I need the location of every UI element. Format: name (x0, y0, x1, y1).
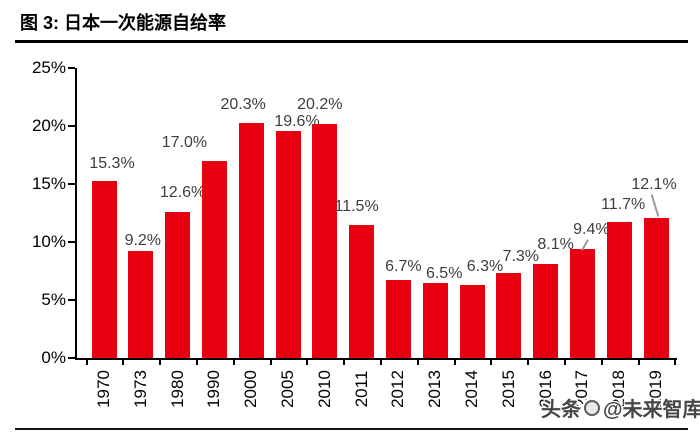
x-axis-label-2011: 2011 (351, 363, 371, 415)
x-axis-label-text: 2013 (425, 370, 445, 408)
x-axis-label-1990: 1990 (204, 363, 224, 415)
bar-2015 (496, 273, 522, 358)
x-tick (269, 360, 272, 365)
bar-label-2010: 20.2% (297, 95, 343, 113)
bar-label-1973: 9.2% (124, 232, 162, 250)
y-axis-label-25: 25% (31, 58, 66, 77)
bar-label-1970: 15.3% (89, 154, 135, 172)
x-axis-label-2000: 2000 (241, 363, 261, 415)
y-tick (68, 125, 75, 127)
x-tick (453, 360, 456, 365)
bar-2017 (569, 248, 595, 358)
y-tick (68, 241, 75, 243)
bar-label-2015: 7.3% (502, 248, 540, 266)
bar-label-1990: 17.0% (161, 133, 208, 151)
x-axis-label-text: 1990 (204, 370, 224, 408)
x-axis-line (75, 358, 677, 360)
x-tick (600, 360, 603, 365)
x-axis-label-2015: 2015 (498, 363, 518, 415)
bottom-rule (15, 428, 688, 430)
x-axis-label-text: 1980 (167, 370, 187, 408)
x-tick (85, 360, 88, 365)
x-axis-label-2014: 2014 (462, 363, 481, 415)
x-axis-label-2012: 2012 (388, 363, 408, 415)
x-tick (343, 360, 346, 365)
bar-label-2017: 9.4% (573, 220, 610, 238)
bar-label-2000: 20.3% (220, 95, 266, 113)
x-axis-label-2010: 2010 (314, 363, 334, 415)
y-axis-label-0: 0% (41, 348, 66, 367)
x-axis-label-text: 1973 (130, 370, 150, 408)
x-tick (380, 360, 382, 365)
x-axis-label-text: 2015 (498, 370, 518, 408)
y-tick (68, 67, 75, 69)
bar-label-2013: 6.5% (425, 264, 463, 282)
bar-1990 (201, 160, 227, 358)
watermark-handle: @未来智库 (603, 399, 700, 421)
x-tick (196, 360, 198, 365)
bar-label-1980: 12.6% (159, 183, 206, 201)
y-tick (68, 357, 75, 359)
y-tick (68, 299, 75, 301)
x-axis-label-2005: 2005 (278, 363, 297, 415)
y-axis-label-5: 5% (41, 290, 66, 309)
bar-2018 (606, 222, 632, 358)
x-axis-label-text: 2010 (314, 370, 334, 408)
bar-2010 (312, 123, 338, 358)
x-tick (122, 360, 125, 365)
bar-label-2016: 8.1% (537, 236, 574, 254)
figure-title: 图 3: 日本一次能源自给率 (20, 13, 227, 33)
bar-2012 (385, 280, 411, 358)
x-tick (306, 360, 309, 365)
bar-label-2011: 11.5% (334, 197, 379, 215)
bar-2005 (275, 130, 301, 358)
x-tick (674, 360, 677, 365)
bar-1980 (165, 211, 191, 358)
x-axis-label-text: 2000 (241, 370, 261, 408)
x-tick (490, 360, 493, 365)
bar-label-2019: 12.1% (631, 175, 677, 193)
bar-label-2005: 19.6% (274, 112, 320, 130)
bar-2011 (349, 224, 375, 358)
bar-2016 (533, 264, 559, 358)
x-axis-label-2013: 2013 (425, 363, 445, 415)
x-axis-label-1980: 1980 (167, 363, 187, 415)
bar-2000 (238, 122, 264, 358)
bar-2014 (459, 284, 485, 358)
toutiao-logo-icon (584, 399, 600, 416)
bar-1970 (91, 180, 117, 358)
y-axis-line (75, 68, 77, 360)
x-axis-label-text: 2014 (462, 370, 481, 408)
bar-label-2014: 6.3% (466, 257, 504, 275)
x-axis-label-text: 2011 (351, 370, 371, 408)
bar-2019 (643, 217, 669, 358)
bar-2013 (422, 282, 448, 358)
x-axis-label-1973: 1973 (130, 363, 150, 415)
bar-1973 (128, 251, 154, 358)
x-tick (232, 360, 235, 365)
x-tick (637, 360, 640, 365)
x-axis-label-text: 1970 (94, 370, 113, 408)
bar-label-2012: 6.7% (385, 258, 422, 276)
y-tick (68, 183, 75, 185)
x-axis-label-text: 2012 (388, 370, 408, 408)
y-axis-label-15: 15% (31, 174, 66, 193)
watermark: 头条 @未来智库 (541, 393, 700, 422)
bar-label-2018: 11.7% (601, 196, 646, 214)
x-tick (159, 360, 162, 365)
x-tick (416, 360, 419, 365)
x-tick (527, 360, 530, 365)
title-underline (15, 40, 688, 43)
x-tick (564, 360, 566, 365)
x-axis-label-1970: 1970 (94, 363, 113, 415)
y-axis-label-20: 20% (31, 116, 66, 135)
y-axis-label-10: 10% (31, 232, 66, 251)
x-axis-label-text: 2005 (278, 370, 297, 408)
watermark-source: 头条 (541, 399, 581, 421)
